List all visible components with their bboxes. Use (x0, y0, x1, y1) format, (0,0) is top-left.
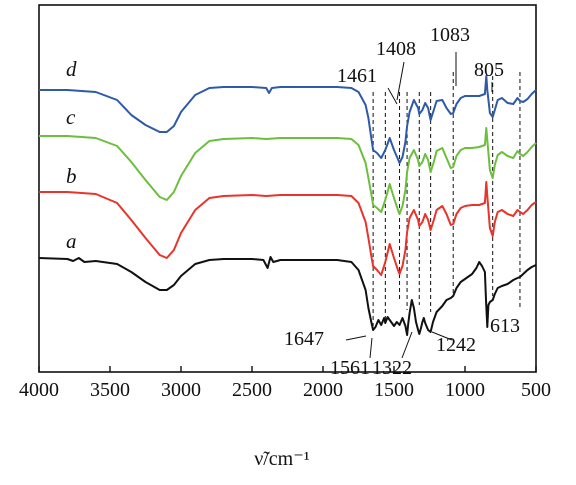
peak-label: 613 (490, 315, 520, 337)
series-line-b (39, 181, 537, 276)
peak-leader-line (431, 331, 453, 341)
peak-label: 1647 (284, 328, 324, 350)
peak-leader-line (387, 87, 398, 105)
x-tick-label: 4000 (19, 379, 59, 401)
x-tick-label: 2500 (232, 379, 272, 401)
x-axis-ticks: 4000 3500 3000 2500 2000 1500 1000 500 (19, 366, 551, 401)
peak-leader-line (345, 335, 367, 341)
series-label-d: d (66, 57, 77, 81)
series-line-d (39, 75, 537, 164)
peak-label: 805 (474, 59, 504, 81)
peak-label: 1322 (372, 357, 412, 379)
x-tick-label: 1500 (374, 379, 414, 401)
series-layer (38, 75, 537, 336)
x-tick-label: 3500 (90, 379, 130, 401)
peak-label: 1242 (436, 334, 476, 356)
x-tick-label: 1000 (445, 379, 485, 401)
series-label-c: c (66, 105, 76, 129)
x-tick-label: 500 (521, 379, 551, 401)
x-tick-label: 3000 (161, 379, 201, 401)
series-line-a (38, 256, 537, 336)
peak-leader-line (396, 61, 405, 101)
peak-label: 1408 (376, 38, 416, 60)
series-line-c (39, 127, 537, 215)
series-label-a: a (66, 229, 77, 253)
x-axis-label: ν̃/cm⁻¹ (254, 448, 310, 470)
peak-label: 1561 (330, 357, 370, 379)
plot-frame (38, 4, 537, 373)
peak-label: 1083 (430, 24, 470, 46)
series-labels: dc b a (66, 57, 77, 253)
peak-label: 1461 (337, 65, 377, 87)
series-label-b: b (66, 164, 77, 188)
peak-leader-line (401, 331, 413, 359)
x-tick-label: 2000 (303, 379, 343, 401)
peak-guide-lines (372, 72, 521, 326)
peak-leader-line (369, 337, 373, 359)
